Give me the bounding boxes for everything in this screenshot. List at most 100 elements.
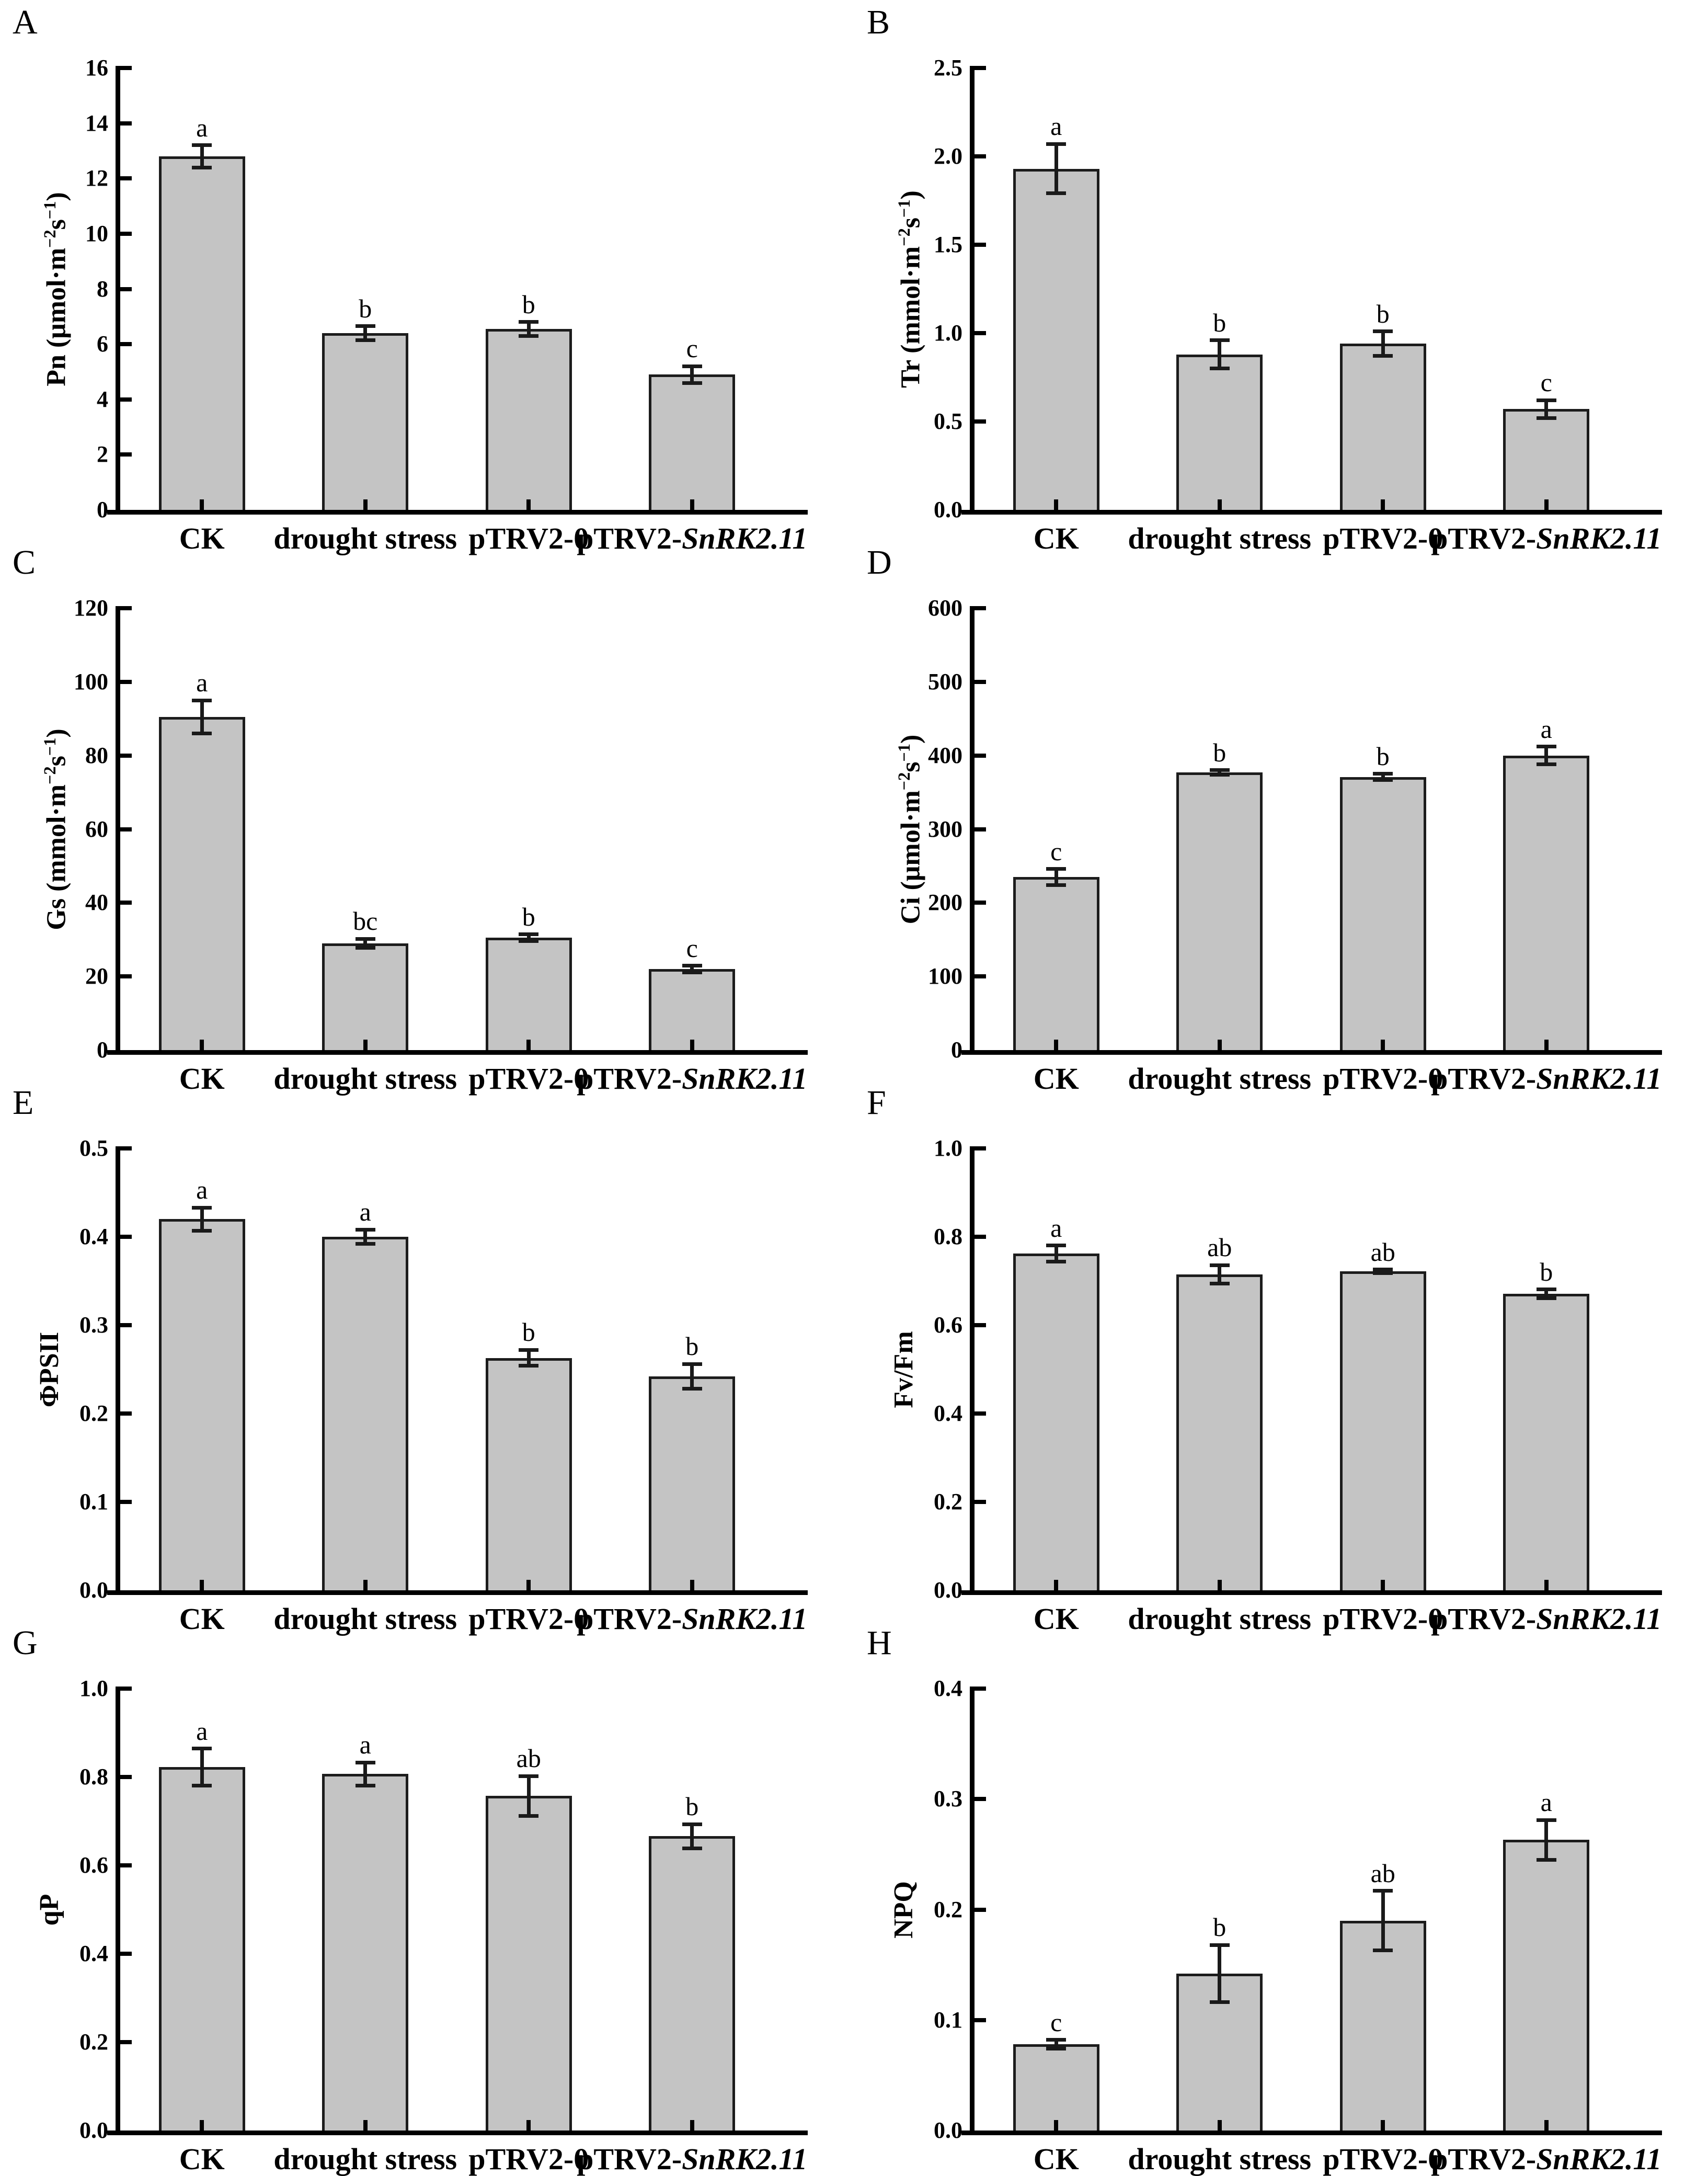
x-axis-tick <box>363 499 368 510</box>
significance-letter: a <box>1050 1213 1062 1243</box>
y-axis-tick-label: 0 <box>97 497 108 522</box>
error-bar-line <box>526 934 531 941</box>
error-bar-cap-bottom <box>192 731 212 735</box>
error-bar-cap-bottom <box>682 1387 702 1391</box>
y-axis-tick <box>975 1500 986 1504</box>
bar-ck <box>1013 168 1099 510</box>
y-axis-tick-label: 1.0 <box>934 1135 962 1161</box>
error-bar-line <box>200 145 204 168</box>
bar-ptrv2-snrk2-11 <box>649 374 736 510</box>
error-bar-cap-top <box>355 937 375 941</box>
y-axis-tick <box>120 1687 132 1691</box>
significance-letter: b <box>359 293 372 323</box>
y-axis-tick <box>975 154 986 158</box>
y-axis-tick-label: 600 <box>928 595 962 621</box>
y-axis-title-text: Pn (μmol·m <box>41 247 72 386</box>
y-axis-tick <box>120 1500 132 1504</box>
x-category-label-ptrv2-snrk2-11: pTRV2-SnRK2.11 <box>556 1063 828 1095</box>
y-axis-title: qP <box>31 1674 68 2145</box>
y-axis-tick-label: 300 <box>928 816 962 842</box>
bar-ptrv2-snrk2-11 <box>649 969 736 1050</box>
x-axis-tick <box>200 2120 204 2131</box>
category-gene-name: SnRK2.11 <box>1536 1062 1662 1096</box>
error-bar-line <box>1544 1820 1549 1860</box>
y-axis-title: ΦPSII <box>31 1134 68 1605</box>
x-axis-line <box>961 2131 1662 2135</box>
significance-letter: c <box>1050 836 1062 866</box>
error-bar-line <box>1218 770 1222 775</box>
error-bar-line <box>690 1364 694 1389</box>
error-bar-line <box>200 700 204 734</box>
error-bar-line <box>363 939 368 948</box>
significance-letter: b <box>522 902 535 931</box>
x-axis-tick <box>1544 499 1549 510</box>
y-axis-line <box>970 1146 975 1595</box>
error-bar-cap-top <box>1536 1818 1556 1822</box>
x-axis-tick <box>200 1580 204 1590</box>
bar-ptrv2-snrk2-11 <box>649 1836 736 2131</box>
x-category-label-ptrv2-0: pTRV2-0 <box>393 1603 664 1635</box>
category-text: pTRV2- <box>577 521 682 555</box>
y-axis-tick-label: 80 <box>85 742 108 768</box>
x-axis-tick <box>1217 499 1222 510</box>
y-axis-tick <box>120 1235 132 1239</box>
error-bar-cap-top <box>1046 867 1067 871</box>
y-axis-title-text: Fv/Fm <box>889 1330 919 1408</box>
x-category-label-drought-stress: drought stress <box>1084 1063 1356 1095</box>
y-axis-title-text: ΦPSII <box>35 1331 64 1407</box>
y-axis-tick <box>120 1863 132 1867</box>
significance-letter: b <box>1213 737 1226 767</box>
error-bar-cap-bottom <box>1046 191 1067 196</box>
category-gene-name: SnRK2.11 <box>682 521 808 555</box>
y-axis-tick <box>120 1775 132 1779</box>
category-text: CK <box>179 2142 225 2176</box>
y-axis-title-text: ) <box>41 728 72 738</box>
y-axis-tick-label: 0.2 <box>79 1400 108 1426</box>
significance-letter: b <box>1376 299 1390 328</box>
y-axis-tick-label: 2.5 <box>934 55 962 81</box>
significance-letter: a <box>1540 714 1552 744</box>
error-bar-line <box>1544 400 1549 418</box>
error-bar-cap-top <box>519 932 539 937</box>
y-axis-tick-label: 0.0 <box>79 2117 108 2143</box>
y-axis-tick <box>975 606 986 610</box>
category-gene-name: SnRK2.11 <box>1536 2142 1662 2176</box>
error-bar-line <box>1054 869 1058 885</box>
error-bar-cap-top <box>1209 768 1230 772</box>
x-axis-tick <box>363 2120 368 2131</box>
y-axis-tick <box>975 331 986 335</box>
y-axis-tick <box>975 419 986 424</box>
y-axis-tick <box>120 287 132 291</box>
error-bar-cap-top <box>1209 1943 1230 1947</box>
error-bar-cap-bottom <box>1209 1282 1230 1286</box>
x-axis-tick <box>1381 2120 1385 2131</box>
category-text: drought stress <box>273 521 457 555</box>
x-category-label-ptrv2-0: pTRV2-0 <box>393 523 664 554</box>
error-bar-cap-top <box>519 1774 539 1778</box>
category-text: CK <box>179 1062 225 1096</box>
y-axis-line <box>116 1687 120 2135</box>
category-text: pTRV2- <box>1431 1062 1537 1096</box>
y-axis-tick <box>120 827 132 831</box>
error-bar-cap-bottom <box>682 1846 702 1850</box>
error-bar-line <box>1054 1245 1058 1262</box>
bar-drought-stress <box>1176 772 1263 1050</box>
x-axis-tick <box>690 2120 694 2131</box>
x-category-label-ck: CK <box>66 1063 338 1095</box>
y-axis-tick-label: 1.5 <box>934 232 962 257</box>
y-axis-tick-label: 8 <box>97 276 108 302</box>
bar-ptrv2-0 <box>1339 1920 1426 2131</box>
error-bar-line <box>1381 1890 1385 1951</box>
error-bar-cap-bottom <box>1536 416 1556 420</box>
x-axis-line <box>961 1050 1662 1055</box>
significance-letter: a <box>1540 1787 1552 1817</box>
y-axis-tick-label: 0 <box>951 1037 962 1063</box>
panel-label: H <box>867 1624 892 1662</box>
y-axis-title-superscript: −1 <box>895 199 913 218</box>
significance-letter: b <box>1213 1912 1226 1942</box>
y-axis-tick-label: 0.1 <box>934 2007 962 2033</box>
x-category-label-ptrv2-snrk2-11: pTRV2-SnRK2.11 <box>1411 1603 1682 1635</box>
error-bar-cap-bottom <box>1373 354 1393 358</box>
category-text: pTRV2- <box>1431 1602 1537 1636</box>
